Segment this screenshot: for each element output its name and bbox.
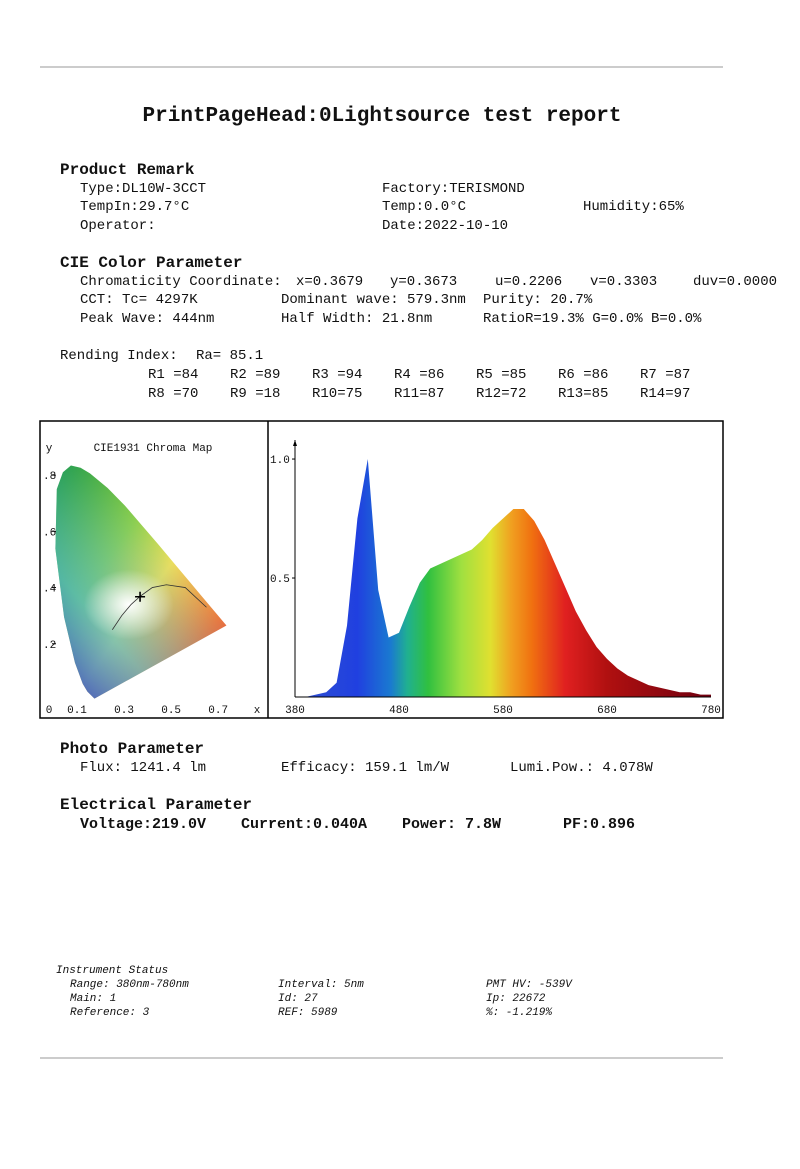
duv: duv=0.0000 <box>693 274 777 290</box>
id: Id: 27 <box>278 993 318 1005</box>
x-tick-label: 0.3 <box>114 705 134 717</box>
y-axis-label: y <box>46 443 53 455</box>
y: y=0.3673 <box>390 274 457 290</box>
rendering-index: R14=97 <box>640 386 690 402</box>
spectrum-area <box>295 459 711 697</box>
x-tick-label: 0.1 <box>67 705 87 717</box>
rendering-index: R6 =86 <box>558 367 608 383</box>
y-tick-label: 0.5 <box>270 574 290 586</box>
ref: REF: 5989 <box>278 1007 338 1019</box>
y-tick-label: .4 <box>43 584 57 596</box>
x-tick-label: 0.7 <box>208 705 228 717</box>
heading: Instrument Status <box>56 965 168 977</box>
x-tick-label: 780 <box>701 705 721 717</box>
page-title: PrintPageHead:0Lightsource test report <box>143 105 622 128</box>
pmt: PMT HV: -539V <box>486 979 573 991</box>
type: Type:DL10W-3CCT <box>80 181 206 197</box>
date: Date:2022-10-10 <box>382 218 508 234</box>
main: Main: 1 <box>70 993 116 1005</box>
rendering-index: R4 =86 <box>394 367 444 383</box>
chromaticity-point <box>135 591 146 602</box>
percent: %: -1.219% <box>485 1007 553 1019</box>
factory: Factory:TERISMOND <box>382 181 525 197</box>
x-tick-label: 480 <box>389 705 409 717</box>
x-tick-label: 580 <box>493 705 513 717</box>
voltage: Voltage:219.0V <box>80 816 206 833</box>
operator: Operator: <box>80 218 156 234</box>
x: x=0.3679 <box>296 274 363 290</box>
rendering-index: R5 =85 <box>476 367 526 383</box>
rendering-index: R13=85 <box>558 386 608 402</box>
x-tick-label: 680 <box>597 705 617 717</box>
x-axis-label: x <box>254 705 261 717</box>
y-axis-arrow <box>293 440 297 446</box>
reference: Reference: 3 <box>70 1007 150 1019</box>
temp-in: TempIn:29.7°C <box>80 199 189 215</box>
humidity: Humidity:65% <box>583 199 684 215</box>
rendering-index: R10=75 <box>312 386 362 402</box>
half-width: Half Width: 21.8nm <box>281 311 432 327</box>
flux: Flux: 1241.4 lm <box>80 760 206 776</box>
rendering-index: R12=72 <box>476 386 526 402</box>
pf: PF:0.896 <box>563 816 635 833</box>
planckian-locus <box>111 584 207 630</box>
v: v=0.3303 <box>590 274 657 290</box>
purity: Purity: 20.7% <box>483 292 593 308</box>
chart-frame <box>39 420 724 719</box>
heading: Electrical Parameter <box>60 796 252 814</box>
dominant: Dominant wave: 579.3nm <box>281 292 466 308</box>
temp: Temp:0.0°C <box>382 199 466 215</box>
ra: Ra= 85.1 <box>196 348 263 364</box>
rendering-index: R2 =89 <box>230 367 280 383</box>
interval: Interval: 5nm <box>278 979 364 991</box>
cct: CCT: Tc= 4297K <box>80 292 198 308</box>
white-point-glow <box>83 569 174 640</box>
efficacy: Efficacy: 159.1 lm/W <box>281 760 450 776</box>
y-tick-label: .2 <box>43 640 56 652</box>
power: Power: 7.8W <box>402 816 501 833</box>
rendering-index: R9 =18 <box>230 386 280 402</box>
y-tick-label: .6 <box>43 527 56 539</box>
u: u=0.2206 <box>495 274 562 290</box>
y-tick-label: 1.0 <box>270 455 290 467</box>
range: Range: 380nm-780nm <box>70 979 189 991</box>
ratio: RatioR=19.3% G=0.0% B=0.0% <box>483 311 702 327</box>
lumi: Lumi.Pow.: 4.078W <box>510 760 653 776</box>
chromaticity: Chromaticity Coordinate: <box>80 274 282 290</box>
current: Current:0.040A <box>241 816 367 833</box>
rendering-index: R1 =84 <box>148 367 198 383</box>
heading: CIE Color Parameter <box>60 254 242 272</box>
chart-title: CIE1931 Chroma Map <box>94 443 213 455</box>
heading: Photo Parameter <box>60 740 204 758</box>
peak: Peak Wave: 444nm <box>80 311 214 327</box>
rendering-index: R8 =70 <box>148 386 198 402</box>
rendering-index: R11=87 <box>394 386 444 402</box>
rendering-index: R3 =94 <box>312 367 362 383</box>
x-tick-label: 380 <box>285 705 305 717</box>
rendering-index: R7 =87 <box>640 367 690 383</box>
x-tick-label: 0 <box>46 705 53 717</box>
y-tick-label: .8 <box>43 471 56 483</box>
heading: Product Remark <box>60 161 195 179</box>
heading: Rending Index: <box>60 348 178 364</box>
ip: Ip: 22672 <box>486 993 546 1005</box>
x-tick-label: 0.5 <box>161 705 181 717</box>
